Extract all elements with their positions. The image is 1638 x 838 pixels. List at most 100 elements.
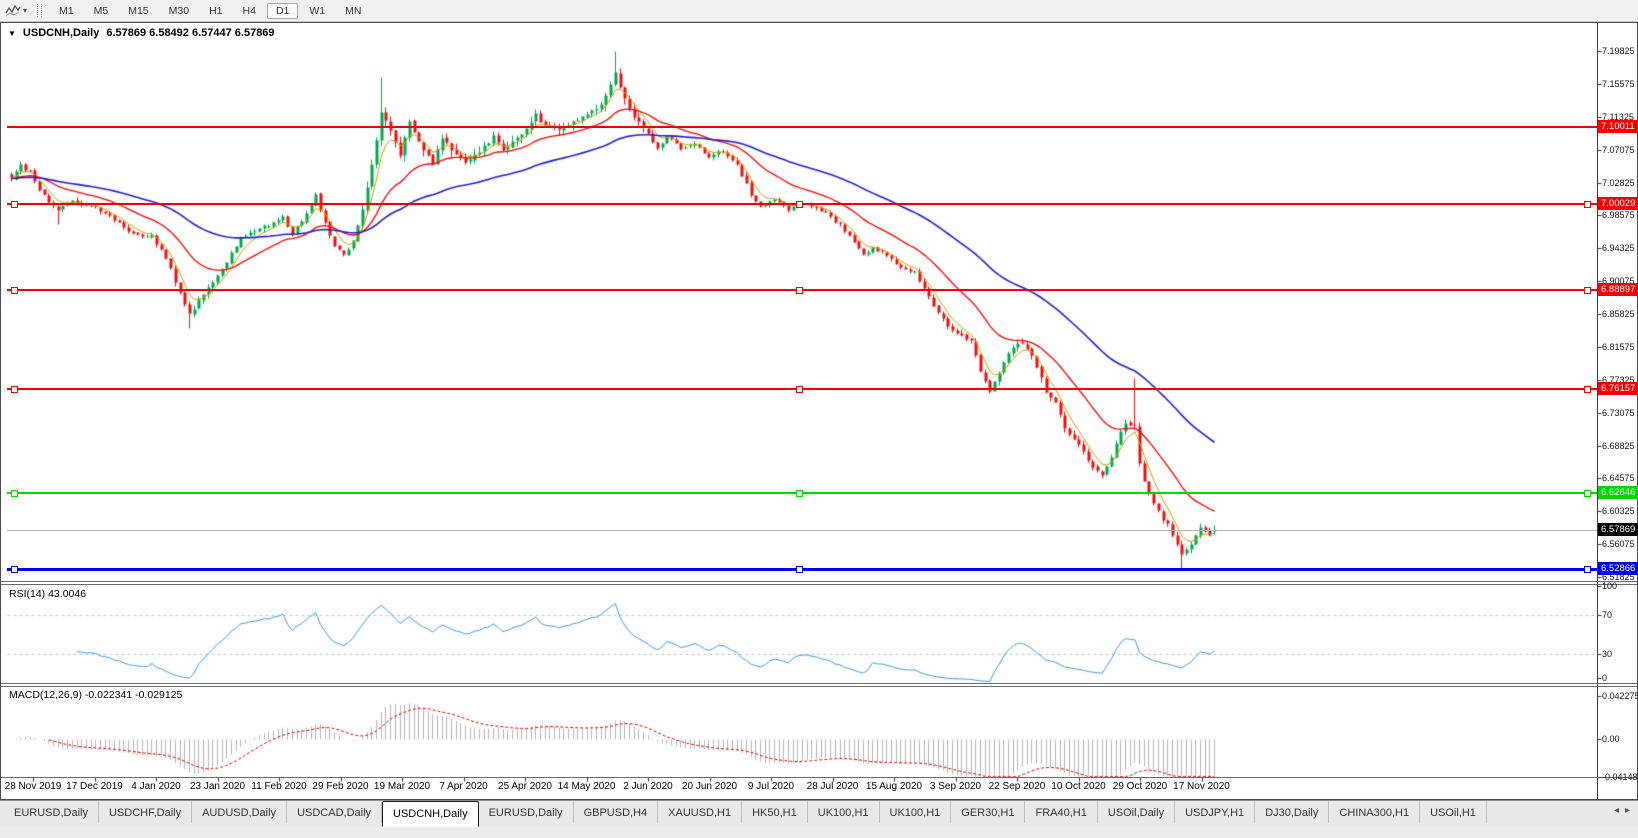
price-chart-canvas[interactable] bbox=[1, 23, 1637, 799]
line-handle[interactable] bbox=[796, 490, 803, 497]
chart-tab-9[interactable]: UK100,H1 bbox=[808, 801, 880, 823]
line-handle[interactable] bbox=[1584, 490, 1591, 497]
timeframe-toolbar: M1 M5 M15 M30 H1 H4 D1 W1 MN bbox=[50, 2, 370, 19]
timeframe-button-m15[interactable]: M15 bbox=[128, 4, 149, 17]
chart-tab-17[interactable]: USOil,H1 bbox=[1420, 801, 1487, 823]
price-level-tag: 6.88897 bbox=[1598, 283, 1638, 296]
price-tick-label: 7.15575 bbox=[1602, 78, 1635, 89]
line-handle[interactable] bbox=[796, 386, 803, 393]
date-axis-label: 28 Jul 2020 bbox=[806, 781, 859, 792]
chart-tab-15[interactable]: DJ30,Daily bbox=[1255, 801, 1330, 823]
price-tick-label: 6.90075 bbox=[1602, 276, 1635, 287]
price-axis-line bbox=[1597, 23, 1598, 799]
tab-scroll-right-icon[interactable]: ▸ bbox=[1624, 805, 1630, 816]
timeframe-button-d1[interactable]: D1 bbox=[266, 2, 299, 19]
price-tick-label: 6.77325 bbox=[1602, 374, 1635, 385]
chart-tab-0[interactable]: EURUSD,Daily bbox=[4, 801, 99, 823]
rsi-indicator-label: RSI(14) 43.0046 bbox=[9, 588, 87, 600]
rsi-tick-label: 30 bbox=[1602, 649, 1613, 659]
macd-tick-label: 0.00 bbox=[1602, 734, 1620, 744]
price-level-tag: 6.52866 bbox=[1598, 562, 1638, 575]
panel-separator[interactable] bbox=[1, 683, 1637, 684]
timeframe-button-m30[interactable]: M30 bbox=[168, 4, 190, 17]
line-handle[interactable] bbox=[11, 386, 18, 393]
line-handle[interactable] bbox=[796, 201, 803, 208]
rsi-tick-label: 70 bbox=[1602, 610, 1613, 620]
price-tick-label: 7.19825 bbox=[1602, 46, 1635, 57]
price-tick-label: 6.85825 bbox=[1602, 309, 1635, 320]
chart-tab-1[interactable]: USDCHF,Daily bbox=[99, 801, 193, 823]
line-handle[interactable] bbox=[796, 287, 803, 294]
indicator-zigzag-icon[interactable] bbox=[3, 3, 23, 19]
dropdown-caret-icon[interactable]: ▾ bbox=[23, 6, 28, 15]
chart-tab-4[interactable]: USDCNH,Daily bbox=[382, 801, 479, 827]
chart-symbol-label: USDCNH,Daily bbox=[22, 27, 100, 39]
price-tick-label: 6.56075 bbox=[1602, 539, 1635, 550]
price-level-tag: 6.62646 bbox=[1598, 486, 1638, 499]
date-axis-label: 20 Jun 2020 bbox=[681, 781, 738, 792]
date-axis-label: 3 Sep 2020 bbox=[929, 781, 982, 792]
timeframe-button-w1[interactable]: W1 bbox=[309, 4, 326, 17]
price-level-tag: 6.76157 bbox=[1598, 382, 1638, 395]
timeframe-button-mn[interactable]: MN bbox=[345, 4, 362, 17]
chart-tab-7[interactable]: XAUUSD,H1 bbox=[658, 801, 743, 823]
line-handle[interactable] bbox=[11, 490, 18, 497]
date-axis-label: 19 Mar 2020 bbox=[373, 781, 431, 792]
tab-scroll-arrows: ◂ ▸ bbox=[1614, 801, 1638, 816]
price-tick-label: 6.60325 bbox=[1602, 506, 1635, 517]
price-tick-label: 6.51825 bbox=[1602, 572, 1635, 583]
panel-separator[interactable] bbox=[1, 686, 1637, 687]
timeframe-button-h1[interactable]: H1 bbox=[209, 4, 223, 17]
line-handle[interactable] bbox=[1584, 201, 1591, 208]
date-axis-label: 14 May 2020 bbox=[557, 781, 616, 792]
chart-menu-icon[interactable]: ▼ bbox=[8, 28, 16, 38]
date-axis-label: 17 Dec 2019 bbox=[66, 781, 123, 792]
line-handle[interactable] bbox=[1584, 386, 1591, 393]
current-price-line bbox=[7, 530, 1597, 531]
chart-tab-6[interactable]: GBPUSD,H4 bbox=[574, 801, 659, 823]
panel-separator[interactable] bbox=[1, 581, 1637, 582]
chart-tab-12[interactable]: FRA40,H1 bbox=[1025, 801, 1098, 823]
line-handle[interactable] bbox=[796, 566, 803, 573]
timeframe-button-m5[interactable]: M5 bbox=[93, 4, 109, 17]
timeframe-button-m1[interactable]: M1 bbox=[59, 4, 74, 17]
price-tick-label: 7.02825 bbox=[1602, 177, 1635, 188]
macd-indicator-label: MACD(12,26,9) -0.022341 -0.029125 bbox=[9, 689, 183, 701]
macd-tick-label: -0.04148 bbox=[1602, 772, 1638, 782]
chart-tab-16[interactable]: CHINA300,H1 bbox=[1329, 801, 1421, 823]
line-handle[interactable] bbox=[1584, 287, 1591, 294]
chart-tab-2[interactable]: AUDUSD,Daily bbox=[192, 801, 288, 823]
chart-tab-11[interactable]: GER30,H1 bbox=[951, 801, 1026, 823]
line-handle[interactable] bbox=[1584, 566, 1591, 573]
chart-tab-8[interactable]: HK50,H1 bbox=[742, 801, 808, 823]
price-tick-label: 6.81575 bbox=[1602, 341, 1635, 352]
chart-ohlc-values: 6.57869 6.58492 6.57447 6.57869 bbox=[106, 27, 275, 39]
panel-separator[interactable] bbox=[1, 584, 1637, 585]
chart-title: ▼ USDCNH,Daily 6.57869 6.58492 6.57447 6… bbox=[8, 27, 275, 39]
rsi-tick-label: 0 bbox=[1602, 673, 1608, 683]
timeframe-button-h4[interactable]: H4 bbox=[242, 4, 256, 17]
line-handle[interactable] bbox=[11, 566, 18, 573]
line-handle[interactable] bbox=[11, 287, 18, 294]
toolbar-grip-handle[interactable] bbox=[37, 4, 43, 17]
price-tick-label: 6.98575 bbox=[1602, 210, 1635, 221]
price-tick-label: 6.68825 bbox=[1602, 440, 1635, 451]
chart-tab-14[interactable]: USDJPY,H1 bbox=[1175, 801, 1256, 823]
chart-tab-13[interactable]: USOil,Daily bbox=[1098, 801, 1176, 823]
date-axis-label: 25 Apr 2020 bbox=[498, 781, 552, 792]
chart-tabs-bar: EURUSD,Daily USDCHF,Daily AUDUSD,Daily USDC… bbox=[0, 800, 1638, 827]
date-axis-label: 4 Jan 2020 bbox=[131, 781, 181, 792]
line-handle[interactable] bbox=[11, 201, 18, 208]
chart-tab-10[interactable]: UK100,H1 bbox=[880, 801, 952, 823]
chart-tab-3[interactable]: USDCAD,Daily bbox=[287, 801, 383, 823]
chart-tab-5[interactable]: EURUSD,Daily bbox=[479, 801, 574, 823]
tab-scroll-left-icon[interactable]: ◂ bbox=[1613, 805, 1619, 816]
panel-separator[interactable] bbox=[1, 777, 1637, 778]
date-axis-label: 15 Aug 2020 bbox=[865, 781, 923, 792]
price-tick-label: 6.94325 bbox=[1602, 243, 1635, 254]
price-tick-label: 6.64575 bbox=[1602, 473, 1635, 484]
price-level-tag: 7.10011 bbox=[1598, 120, 1638, 133]
horizontal-line-7.10011[interactable] bbox=[7, 126, 1597, 128]
date-axis-label: 7 Apr 2020 bbox=[439, 781, 488, 792]
date-axis-label: 11 Feb 2020 bbox=[251, 781, 307, 792]
